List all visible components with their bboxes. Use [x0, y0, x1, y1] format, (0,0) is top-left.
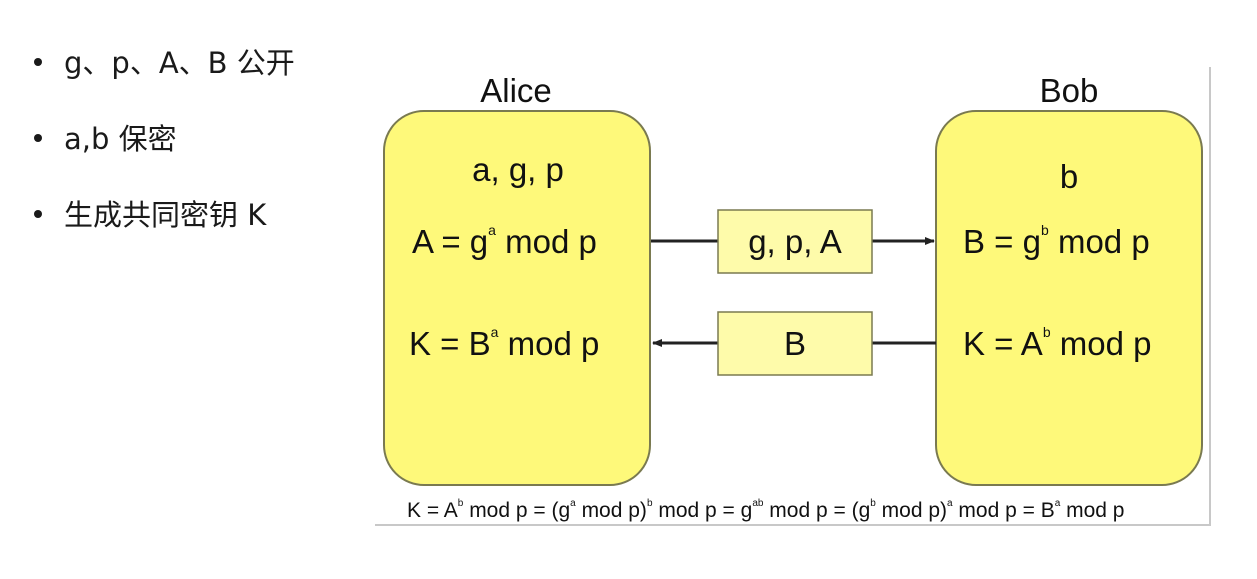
bullet-text: a,b 保密	[64, 122, 177, 156]
eq-lhs: A = g	[412, 223, 488, 260]
eq-sup: b	[1041, 222, 1049, 238]
bullet-item: 生成共同密钥 K	[28, 190, 295, 266]
diffie-hellman-diagram: Alice Bob a, g, p A = ga mod p K = Ba mo…	[383, 72, 1203, 522]
formula-sup: ab	[752, 498, 764, 509]
eq-lhs: B = g	[963, 223, 1041, 260]
message-box-to-alice	[717, 311, 873, 376]
formula-part: mod p)	[876, 499, 947, 522]
bullet-text: 生成共同密钥 K	[64, 198, 267, 232]
message-box-to-bob	[717, 209, 873, 274]
formula-sup: a	[570, 498, 576, 509]
bob-equation-k: K = Ab mod p	[963, 324, 1152, 362]
diffie-hellman-figure: Alice Bob a, g, p A = ga mod p K = Ba mo…	[375, 67, 1211, 526]
eq-rhs: mod p	[498, 325, 599, 362]
bob-equation-b: B = gb mod p	[963, 222, 1150, 260]
formula-sup: a	[947, 498, 953, 509]
eq-rhs: mod p	[496, 223, 597, 260]
formula-sup: b	[647, 498, 653, 509]
alice-box	[383, 110, 651, 486]
bullet-dot-icon	[34, 134, 42, 142]
bullet-item: g、p、A、B 公开	[28, 38, 295, 114]
eq-rhs: mod p	[1051, 325, 1152, 362]
eq-sup: a	[488, 222, 496, 238]
formula-part: mod p = g	[653, 499, 753, 522]
message-to-bob: g, p, A	[748, 223, 842, 260]
formula-sup: b	[870, 498, 876, 509]
bob-params: b	[1060, 158, 1078, 195]
bob-title: Bob	[1040, 72, 1099, 109]
formula-sup: a	[1055, 498, 1061, 509]
formula-part: mod p = B	[953, 499, 1055, 522]
eq-lhs: K = A	[963, 325, 1043, 362]
bullet-item: a,b 保密	[28, 114, 295, 190]
formula-part: mod p = (g	[463, 499, 570, 522]
formula-sup: b	[458, 498, 464, 509]
shared-key-formula: K = Ab mod p = (ga mod p)b mod p = gab m…	[407, 498, 1124, 522]
alice-equation-k: K = Ba mod p	[409, 324, 599, 362]
eq-sup: a	[491, 324, 499, 340]
eq-rhs: mod p	[1049, 223, 1150, 260]
formula-part: K = A	[407, 499, 458, 522]
bullet-dot-icon	[34, 210, 42, 218]
eq-sup: b	[1043, 324, 1051, 340]
message-to-alice: B	[784, 325, 806, 362]
bullet-dot-icon	[34, 58, 42, 66]
bullet-list: g、p、A、B 公开 a,b 保密 生成共同密钥 K	[28, 38, 295, 266]
formula-part: mod p)	[576, 499, 647, 522]
bob-box	[935, 110, 1203, 486]
alice-params: a, g, p	[472, 151, 564, 188]
alice-equation-a: A = ga mod p	[412, 222, 597, 260]
formula-part: mod p = (g	[763, 499, 870, 522]
bullet-text: g、p、A、B 公开	[64, 46, 295, 80]
alice-title: Alice	[480, 72, 552, 109]
formula-part: mod p	[1060, 499, 1124, 522]
eq-lhs: K = B	[409, 325, 491, 362]
